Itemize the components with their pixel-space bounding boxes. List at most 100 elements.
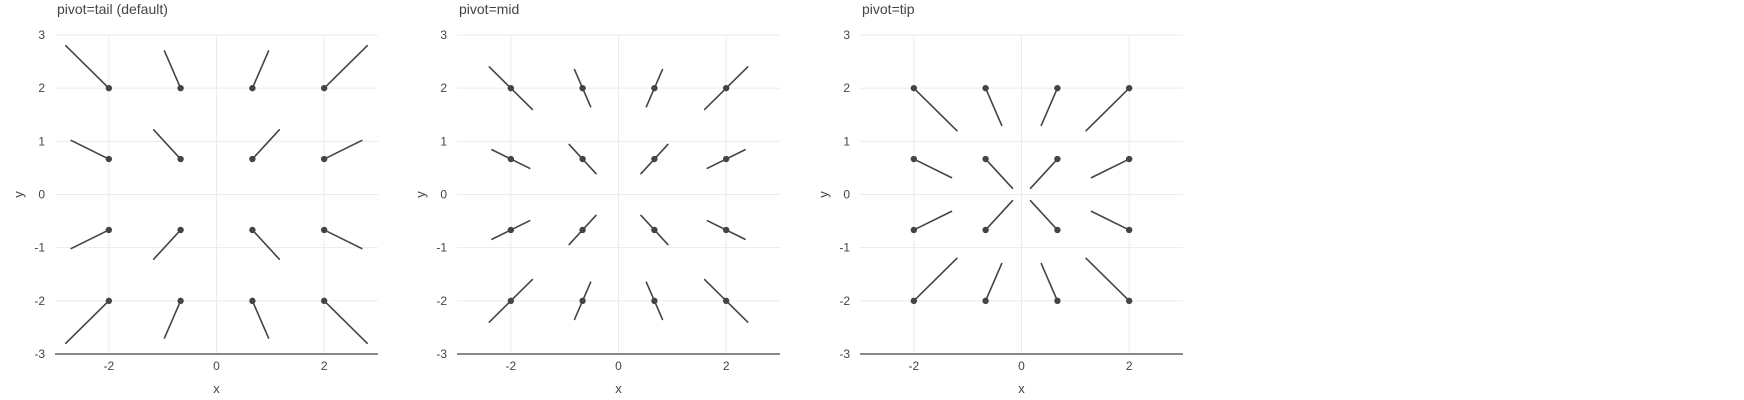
quiver-arrow bbox=[163, 50, 182, 89]
quiver-arrow bbox=[323, 139, 363, 160]
quiver-arrow bbox=[251, 229, 281, 261]
y-tick-label: 2 bbox=[843, 81, 850, 95]
quiver-arrow bbox=[913, 210, 953, 231]
quiver-arrow bbox=[1040, 87, 1059, 127]
quiver-anchor-point bbox=[982, 297, 989, 305]
x-tick-label: 0 bbox=[213, 359, 220, 373]
quiver-anchor-point bbox=[320, 297, 328, 305]
quiver-anchor-point bbox=[579, 297, 586, 305]
quiver-arrow bbox=[1040, 262, 1059, 302]
quiver-anchor-point bbox=[249, 155, 256, 163]
quiver-anchor-point bbox=[507, 84, 515, 92]
quiver-anchor-point bbox=[105, 84, 113, 92]
quiver-anchor-point bbox=[722, 155, 730, 163]
quiver-anchor-point bbox=[177, 226, 184, 234]
quiver-arrow bbox=[70, 139, 110, 160]
y-tick-label: -3 bbox=[436, 347, 447, 361]
quiver-anchor-point bbox=[579, 84, 586, 92]
quiver-anchor-point bbox=[651, 84, 658, 92]
y-tick-label: -2 bbox=[34, 294, 45, 308]
quiver-arrow bbox=[984, 262, 1003, 302]
quiver-arrow bbox=[70, 229, 110, 250]
quiver-anchor-point bbox=[105, 297, 113, 305]
x-tick-label: -2 bbox=[908, 359, 919, 373]
quiver-arrow bbox=[984, 199, 1014, 231]
quiver-arrow bbox=[1085, 257, 1130, 302]
quiver-anchor-point bbox=[982, 155, 989, 163]
quiver-arrow bbox=[323, 44, 369, 89]
quiver-anchor-point bbox=[579, 226, 586, 234]
y-tick-label: 1 bbox=[38, 134, 45, 148]
x-tick-label: 2 bbox=[1126, 359, 1133, 373]
x-tick-label: 2 bbox=[321, 359, 328, 373]
quiver-arrow bbox=[152, 128, 182, 160]
x-axis-title: x bbox=[213, 381, 220, 396]
quiver-anchor-point bbox=[177, 84, 184, 92]
quiver-anchor-point bbox=[507, 226, 515, 234]
quiver-arrow bbox=[163, 300, 182, 339]
quiver-anchor-point bbox=[651, 297, 658, 305]
quiver-arrow bbox=[1085, 87, 1130, 132]
quiver-arrow bbox=[913, 158, 953, 179]
quiver-anchor-point bbox=[177, 155, 184, 163]
quiver-anchor-point bbox=[507, 155, 515, 163]
x-axis-title: x bbox=[1018, 381, 1025, 396]
quiver-anchor-point bbox=[249, 84, 256, 92]
y-tick-label: 2 bbox=[38, 81, 45, 95]
y-tick-label: 2 bbox=[440, 81, 447, 95]
y-axis-title: y bbox=[816, 191, 831, 198]
y-tick-label: -1 bbox=[34, 241, 45, 255]
y-tick-label: -1 bbox=[839, 241, 850, 255]
quiver-arrow bbox=[913, 257, 958, 302]
y-tick-label: 0 bbox=[38, 188, 45, 202]
quiver-anchor-point bbox=[1125, 226, 1133, 234]
quiver-arrow bbox=[984, 87, 1003, 127]
quiver-arrow bbox=[984, 158, 1014, 190]
quiver-anchor-point bbox=[1054, 155, 1061, 163]
quiver-anchor-point bbox=[249, 297, 256, 305]
y-axis-title: y bbox=[413, 191, 428, 198]
quiver-anchor-point bbox=[249, 226, 256, 234]
quiver-anchor-point bbox=[320, 226, 328, 234]
y-tick-label: 0 bbox=[843, 188, 850, 202]
quiver-anchor-point bbox=[910, 226, 918, 234]
panel-title: pivot=tip bbox=[862, 1, 915, 17]
quiver-arrow bbox=[913, 87, 958, 132]
y-tick-label: -1 bbox=[436, 241, 447, 255]
y-tick-label: -3 bbox=[839, 347, 850, 361]
quiver-arrow bbox=[1029, 199, 1059, 231]
x-tick-label: 2 bbox=[723, 359, 730, 373]
quiver-anchor-point bbox=[105, 226, 113, 234]
quiver-anchor-point bbox=[982, 84, 989, 92]
x-tick-label: -2 bbox=[103, 359, 114, 373]
quiver-anchor-point bbox=[320, 155, 328, 163]
quiver-anchor-point bbox=[910, 84, 918, 92]
y-tick-label: 3 bbox=[843, 28, 850, 42]
y-tick-label: 1 bbox=[843, 134, 850, 148]
y-tick-label: -3 bbox=[34, 347, 45, 361]
quiver-arrow bbox=[323, 229, 363, 250]
quiver-anchor-point bbox=[651, 226, 658, 234]
quiver-anchor-point bbox=[722, 84, 730, 92]
quiver-anchor-point bbox=[579, 155, 586, 163]
quiver-anchor-point bbox=[1054, 297, 1061, 305]
quiver-anchor-point bbox=[722, 297, 730, 305]
quiver-anchor-point bbox=[1125, 155, 1133, 163]
quiver-anchor-point bbox=[910, 297, 918, 305]
quiver-arrow bbox=[64, 44, 110, 89]
y-tick-label: 3 bbox=[440, 28, 447, 42]
y-tick-label: 0 bbox=[440, 188, 447, 202]
x-tick-label: 0 bbox=[1018, 359, 1025, 373]
quiver-anchor-point bbox=[177, 297, 184, 305]
quiver-anchor-point bbox=[320, 84, 328, 92]
x-axis-title: x bbox=[615, 381, 622, 396]
quiver-anchor-point bbox=[722, 226, 730, 234]
quiver-anchor-point bbox=[910, 155, 918, 163]
quiver-anchor-point bbox=[651, 155, 658, 163]
y-tick-label: -2 bbox=[436, 294, 447, 308]
quiver-arrow bbox=[1029, 158, 1059, 190]
quiver-arrow bbox=[1090, 158, 1130, 179]
quiver-anchor-point bbox=[1125, 297, 1133, 305]
y-tick-label: 1 bbox=[440, 134, 447, 148]
